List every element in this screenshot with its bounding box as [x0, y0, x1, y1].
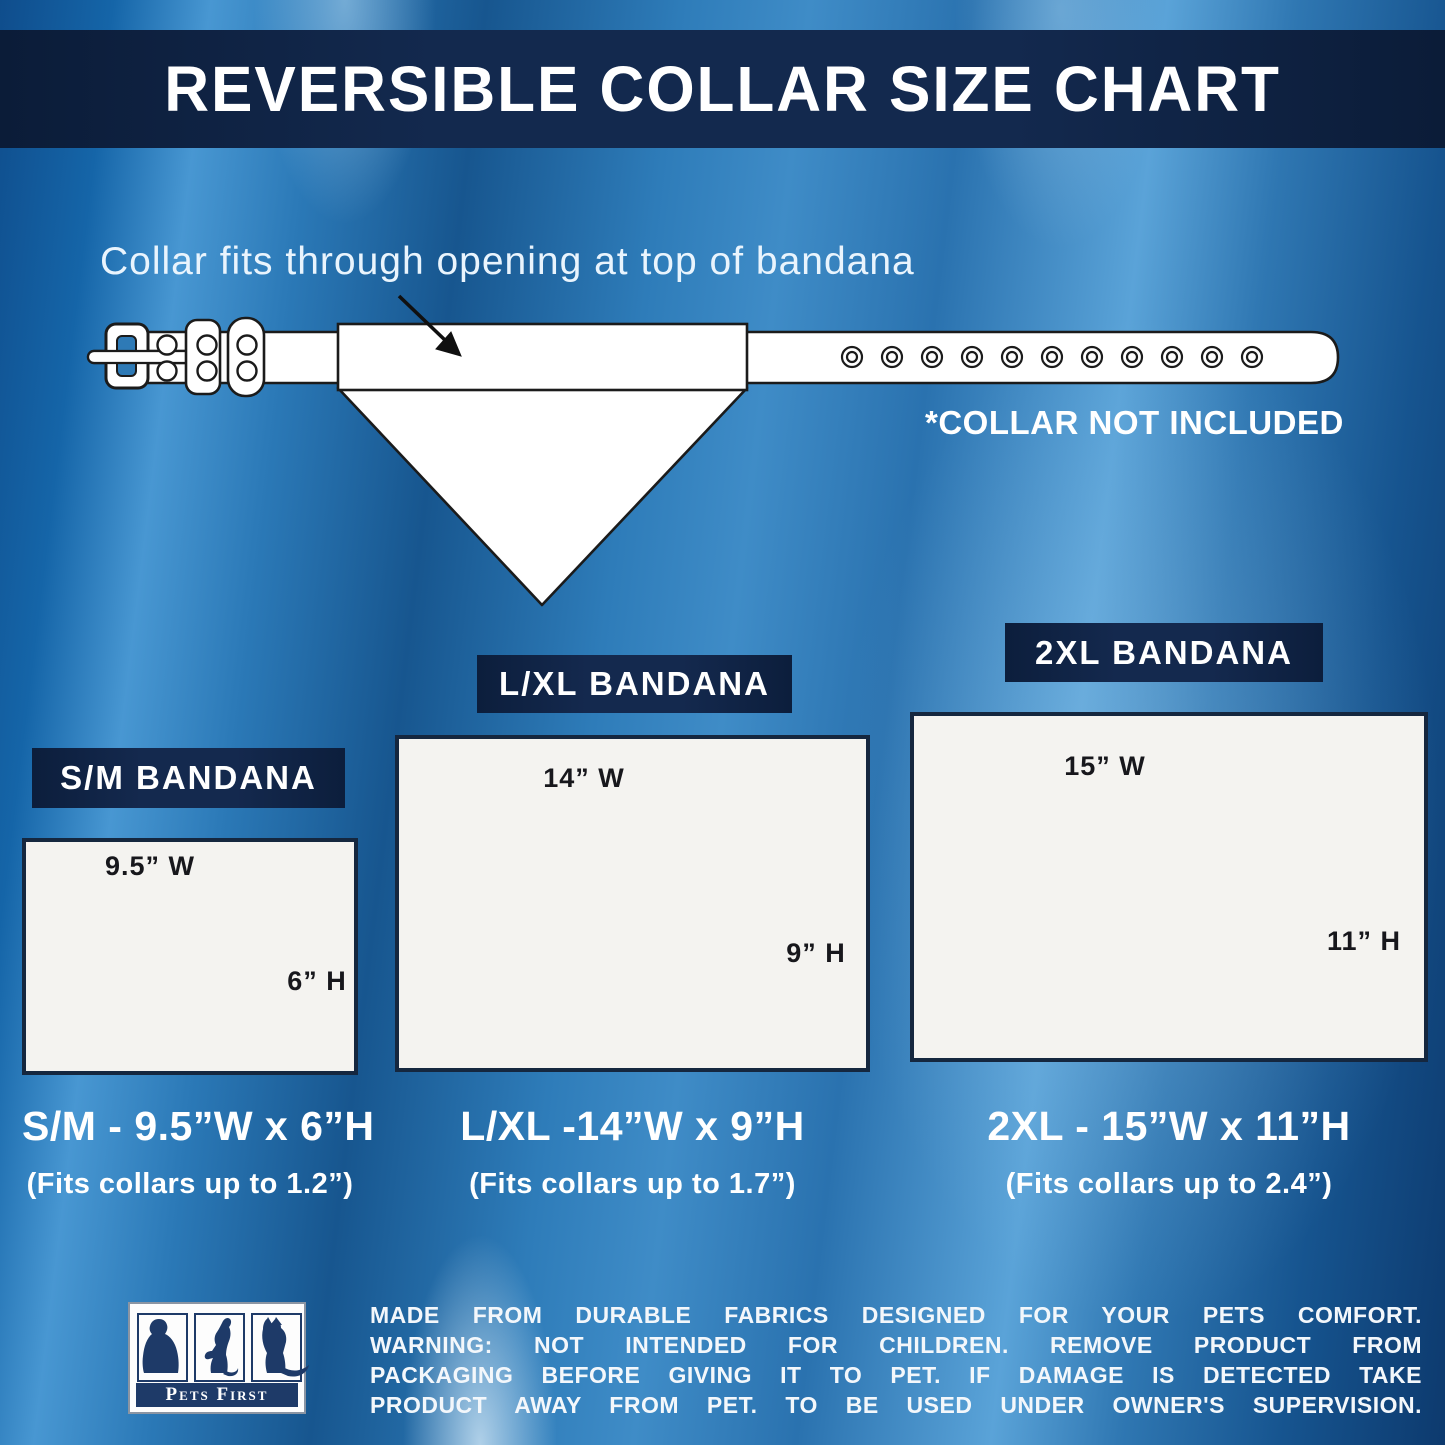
size-tag-2xl-label: 2XL BANDANA: [1035, 633, 1293, 671]
collar-eyelets: [840, 345, 1264, 369]
size-box-sm: [22, 838, 358, 1075]
collar-caption: Collar fits through opening at top of ba…: [100, 240, 915, 283]
logo-wordmark: Pets First: [165, 1384, 269, 1405]
lxl-width-label: 14” W: [543, 763, 625, 793]
strap-holes: [156, 334, 258, 382]
pointer-arrow-icon: [397, 294, 462, 357]
logo-frame: [251, 1313, 309, 1382]
warning-line-2: WARNING: NOT INTENDED FOR CHILDREN. REMO…: [370, 1332, 1422, 1358]
collar-keeper: [226, 316, 266, 398]
collar-note: *COLLAR NOT INCLUDED: [925, 404, 1344, 441]
2xl-fits-line: (Fits collars up to 2.4”): [1005, 1168, 1333, 1200]
lxl-size-line: L/XL -14”W x 9”H: [460, 1103, 805, 1149]
size-tag-sm-label: S/M BANDANA: [60, 759, 317, 796]
2xl-size-line: 2XL - 15”W x 11”H: [987, 1103, 1351, 1149]
2xl-width-label: 15” W: [1064, 751, 1146, 781]
size-tag-2xl: 2XL BANDANA: [1005, 623, 1323, 682]
bandana-triangle: [336, 386, 749, 607]
size-tag-sm: S/M BANDANA: [32, 748, 345, 808]
header-band: REVERSIBLE COLLAR SIZE CHART: [0, 30, 1445, 148]
pets-first-logo: Pets First: [128, 1302, 309, 1414]
2xl-height-label: 11” H: [1326, 926, 1402, 956]
size-tag-lxl-label: L/XL BANDANA: [499, 665, 770, 702]
sm-height-label: 6” H: [287, 966, 347, 996]
logo-frame: [194, 1313, 245, 1382]
sm-fits-line: (Fits collars up to 1.2”): [26, 1168, 354, 1200]
lxl-height-label: 9” H: [786, 938, 846, 968]
buckle-pin: [86, 349, 202, 365]
buckle-frame: [104, 322, 150, 390]
howling-dog-icon: [204, 1317, 239, 1377]
sm-size-line: S/M - 9.5”W x 6”H: [22, 1103, 375, 1149]
bandana-sleeve: [336, 322, 749, 392]
warning-line-1: MADE FROM DURABLE FABRICS DESIGNED FOR Y…: [370, 1302, 1422, 1328]
page-title: REVERSIBLE COLLAR SIZE CHART: [164, 53, 1281, 125]
size-box-2xl: [910, 712, 1428, 1062]
collar-strap: [128, 330, 1340, 385]
shepherd-dog-icon: [262, 1317, 309, 1377]
collar-keeper: [184, 318, 222, 396]
warning-line-3: PACKAGING BEFORE GIVING IT TO PET. IF DA…: [370, 1362, 1422, 1388]
size-box-lxl: [395, 735, 870, 1072]
lxl-fits-line: (Fits collars up to 1.7”): [469, 1168, 796, 1200]
sitting-dog-icon: [142, 1319, 179, 1373]
logo-frame: [137, 1313, 188, 1382]
warning-text: MADE FROM DURABLE FABRICS DESIGNED FOR Y…: [370, 1300, 1422, 1420]
size-tag-lxl: L/XL BANDANA: [477, 655, 792, 713]
logo-wordmark-bar: Pets First: [136, 1383, 298, 1407]
sm-width-label: 9.5” W: [104, 851, 196, 881]
warning-line-4: PRODUCT AWAY FROM PET. TO BE USED UNDER …: [370, 1392, 1422, 1418]
